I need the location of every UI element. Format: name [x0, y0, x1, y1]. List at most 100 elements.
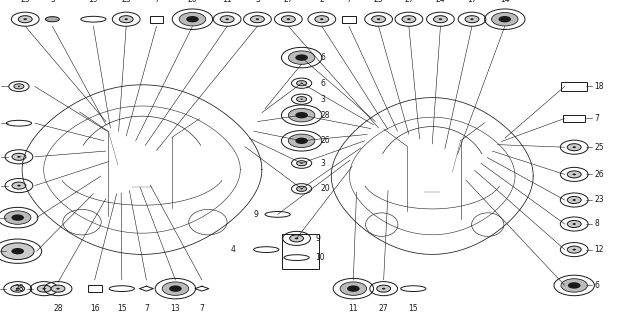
Text: 23: 23	[20, 0, 30, 4]
Circle shape	[225, 18, 229, 20]
Circle shape	[162, 282, 189, 295]
Text: 15: 15	[117, 304, 127, 313]
Circle shape	[17, 185, 21, 187]
Bar	[150, 16, 163, 23]
Text: 7: 7	[594, 114, 599, 123]
Circle shape	[14, 84, 24, 89]
Circle shape	[51, 285, 65, 292]
Circle shape	[1, 243, 34, 260]
Text: 13: 13	[170, 304, 180, 313]
Circle shape	[561, 279, 587, 292]
Text: 26: 26	[187, 0, 198, 4]
Circle shape	[567, 246, 581, 253]
Text: 17: 17	[467, 0, 477, 4]
Circle shape	[572, 173, 576, 175]
Circle shape	[220, 16, 234, 23]
Circle shape	[465, 16, 479, 23]
Text: 6: 6	[321, 53, 326, 62]
Circle shape	[402, 16, 416, 23]
Circle shape	[297, 81, 307, 86]
Text: 9: 9	[254, 210, 259, 219]
Circle shape	[572, 223, 576, 225]
Text: 25: 25	[594, 143, 604, 152]
Circle shape	[340, 282, 367, 295]
Circle shape	[567, 196, 581, 204]
Circle shape	[297, 161, 307, 166]
Text: 7: 7	[346, 0, 351, 4]
Text: 24: 24	[435, 0, 445, 4]
Text: 7: 7	[154, 0, 159, 4]
Circle shape	[186, 16, 199, 22]
Text: 3: 3	[255, 0, 260, 4]
Text: 23: 23	[594, 196, 604, 204]
Circle shape	[256, 18, 259, 20]
Text: 27: 27	[379, 304, 389, 313]
Circle shape	[295, 237, 298, 239]
Circle shape	[320, 18, 324, 20]
Circle shape	[347, 285, 360, 292]
Text: 28: 28	[321, 111, 330, 120]
Circle shape	[281, 16, 295, 23]
Circle shape	[567, 220, 581, 228]
Text: 18: 18	[594, 82, 604, 91]
Circle shape	[372, 16, 386, 23]
Circle shape	[124, 18, 128, 20]
Circle shape	[377, 18, 380, 20]
Text: 26: 26	[321, 136, 330, 145]
Bar	[282, 234, 319, 269]
Circle shape	[12, 153, 26, 160]
Circle shape	[288, 108, 315, 122]
Circle shape	[407, 18, 411, 20]
Text: 6: 6	[321, 79, 326, 88]
Circle shape	[179, 12, 206, 26]
Text: 8: 8	[594, 220, 599, 228]
Text: 27: 27	[283, 0, 293, 4]
Circle shape	[18, 86, 20, 87]
Circle shape	[567, 144, 581, 151]
Circle shape	[37, 285, 51, 292]
Text: 2: 2	[319, 0, 324, 4]
Circle shape	[17, 156, 21, 158]
Circle shape	[568, 282, 581, 289]
Text: 3: 3	[321, 95, 326, 104]
Text: 28: 28	[53, 304, 63, 313]
Circle shape	[4, 211, 31, 224]
Circle shape	[498, 16, 511, 22]
Circle shape	[23, 18, 27, 20]
Text: 4: 4	[231, 245, 236, 254]
Bar	[563, 115, 585, 122]
Circle shape	[169, 285, 182, 292]
Bar	[342, 16, 356, 23]
Bar	[88, 285, 102, 292]
Text: 7: 7	[199, 304, 204, 313]
Text: 14: 14	[500, 0, 510, 4]
Text: 10: 10	[316, 253, 325, 262]
Circle shape	[300, 99, 303, 100]
Bar	[561, 82, 587, 91]
Text: 27: 27	[404, 0, 414, 4]
Ellipse shape	[45, 17, 59, 22]
Circle shape	[16, 288, 20, 290]
Circle shape	[315, 16, 329, 23]
Circle shape	[290, 235, 304, 242]
Text: 26: 26	[594, 170, 604, 179]
Circle shape	[11, 214, 24, 221]
Circle shape	[18, 16, 32, 23]
Text: 6: 6	[594, 281, 599, 290]
Text: 11: 11	[222, 0, 232, 4]
Text: 15: 15	[408, 304, 418, 313]
Text: 3: 3	[321, 159, 326, 168]
Circle shape	[288, 134, 315, 148]
Circle shape	[433, 16, 447, 23]
Circle shape	[295, 138, 308, 144]
Circle shape	[42, 288, 46, 290]
Circle shape	[492, 12, 518, 26]
Circle shape	[295, 54, 308, 61]
Text: 11: 11	[348, 304, 358, 313]
Text: 9: 9	[316, 234, 321, 243]
Circle shape	[251, 16, 264, 23]
Circle shape	[300, 188, 303, 189]
Circle shape	[119, 16, 133, 23]
Circle shape	[12, 182, 26, 189]
Circle shape	[286, 18, 290, 20]
